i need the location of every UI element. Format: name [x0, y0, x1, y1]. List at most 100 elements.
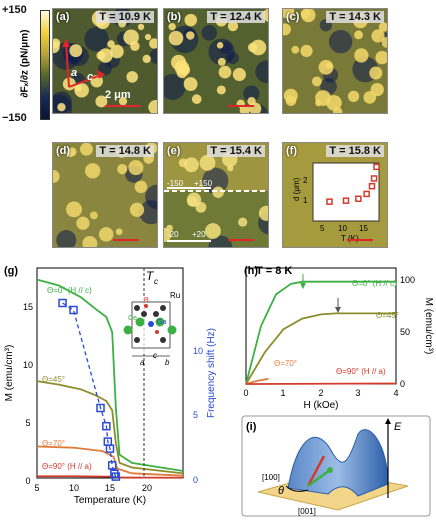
panel-h-chart: (h) T = 8 K Θ=0° (H // c) Θ=45° Θ=70° Θ=…: [243, 265, 434, 411]
ytick-right-0: 0: [193, 475, 198, 485]
panel-i-diagram: (i) E θ [100] [001]: [241, 415, 431, 517]
vortex-bright-spot: [137, 23, 145, 31]
h-series-line-2: [245, 377, 269, 385]
x-axis-label: H (kOe): [304, 400, 339, 411]
vortex-bright-spot: [191, 94, 202, 104]
xtick-2: 2: [318, 388, 323, 398]
panel-g-chart: (g) T c Θ=0° (H // c) Θ=45° Θ=70° Θ=90° …: [4, 265, 217, 506]
green-arrow: [307, 468, 331, 488]
label-c-axis: c: [153, 351, 157, 360]
range-lower-bar: [167, 240, 211, 242]
inset-data-point: [326, 198, 333, 205]
xtick-15: 15: [105, 483, 115, 493]
range-upper-min: -150: [167, 179, 184, 188]
label-ce: Ce: [128, 315, 137, 322]
h-series-line-0: [245, 280, 396, 385]
ytick-0: 0: [25, 476, 30, 486]
ytick-10: 10: [23, 360, 33, 370]
range-lower-min: -20: [167, 230, 179, 239]
vortex-bright-spot: [134, 180, 148, 194]
panel-b: (b) T = 12.4 K: [163, 8, 269, 114]
plot-frame: [36, 267, 184, 479]
vortex-bright-spot: [178, 64, 191, 76]
vortex-bright-spot: [227, 164, 234, 172]
mfm-image-c: [283, 9, 387, 113]
xtick-4: 4: [393, 388, 398, 398]
xtick-3: 3: [355, 388, 360, 398]
vortex-bright-spot: [107, 40, 115, 48]
vortex-dark-spot: [56, 230, 77, 247]
vortex-bright-spot: [369, 66, 383, 80]
vortex-bright-spot: [129, 202, 145, 217]
inset-data-point: [368, 182, 376, 190]
temperature-label: T = 15.8 K: [326, 145, 384, 157]
vortex-bright-spot: [67, 147, 77, 157]
vortex-bright-spot: [82, 236, 98, 247]
vortex-bright-spot: [378, 22, 387, 32]
vortex-bright-spot: [84, 163, 101, 179]
panel-label: (f): [286, 145, 297, 157]
ytick-right-5: 5: [193, 410, 198, 420]
inset-ytick-2: 2: [303, 176, 308, 185]
x-axis-label: Temperature (K): [74, 495, 146, 506]
vortex-bright-spot: [166, 224, 173, 232]
vortex-bright-spot: [199, 154, 216, 171]
y-axis-label: M (emu/cm³): [423, 298, 434, 355]
theta-label: θ: [278, 485, 284, 497]
vortex-bright-spot: [96, 51, 106, 60]
colorbar-axis-label: ∂Fₓ/∂z (pN/μm): [19, 29, 31, 98]
y-axis-label-right: Frequency shift (Hz): [206, 328, 217, 418]
mfm-image-b: [164, 9, 268, 113]
theta-arc: [285, 485, 309, 492]
freq-shift-point: [111, 472, 121, 481]
red-arrow: [306, 455, 326, 487]
label-ru: Ru: [170, 291, 180, 300]
scale-bar-label: 2 μm: [105, 89, 131, 101]
vortex-bright-spot: [238, 217, 248, 227]
inset-xlabel: T (K): [341, 234, 359, 243]
freq-shift-point: [58, 298, 67, 308]
ytick-15: 15: [23, 302, 33, 312]
vortex-bright-spot: [142, 54, 151, 64]
inset-data-point: [370, 175, 378, 182]
colorbar: [40, 10, 50, 120]
xtick-0: 0: [243, 388, 248, 398]
vortex-bright-spot: [184, 13, 198, 27]
vortex-bright-spot: [283, 23, 291, 36]
colorbar-max-label: +150: [2, 4, 27, 16]
vortex-bright-spot: [168, 22, 176, 31]
vortex-bright-spot: [57, 102, 66, 112]
axis-001-label: [001]: [298, 507, 316, 516]
vortex-bright-spot: [98, 227, 114, 242]
crystal-structure-inset: Ru B Ga Ce a b c: [123, 291, 180, 367]
scale-bar: [105, 105, 141, 107]
panel-label: (e): [167, 145, 181, 157]
vortex-bright-spot: [117, 163, 128, 175]
temperature-label: T = 10.9 K: [96, 11, 154, 23]
y-axis-label-left: M (emu/cm³): [4, 345, 15, 402]
vortex-bright-spot: [315, 99, 322, 107]
scale-bar: [228, 105, 254, 107]
vortex-bright-spot: [371, 29, 385, 43]
xtick-10: 10: [69, 483, 79, 493]
range-upper-max: +150: [194, 179, 213, 188]
vortex-bright-spot: [168, 30, 184, 46]
vortex-bright-spot: [217, 57, 226, 66]
ytick-0: 0: [400, 379, 405, 389]
range-lower-max: +20: [192, 230, 206, 239]
panel-label: (b): [167, 11, 182, 23]
vortex-bright-spot: [375, 50, 387, 65]
vortex-bright-spot: [126, 71, 138, 83]
vortex-bright-spot: [149, 38, 157, 49]
vortex-bright-spot: [183, 157, 199, 173]
vortex-bright-spot: [79, 143, 93, 156]
inset-data-point: [355, 195, 362, 203]
vortex-bright-spot: [218, 65, 232, 79]
ytick-50: 50: [400, 327, 410, 337]
temperature-label: T = 14.8 K: [96, 145, 154, 157]
vortex-bright-spot: [128, 160, 144, 176]
inset-data-point: [363, 190, 370, 198]
inset-data-point: [373, 163, 380, 171]
freq-shift-point: [107, 461, 117, 470]
vortex-bright-spot: [300, 9, 311, 19]
